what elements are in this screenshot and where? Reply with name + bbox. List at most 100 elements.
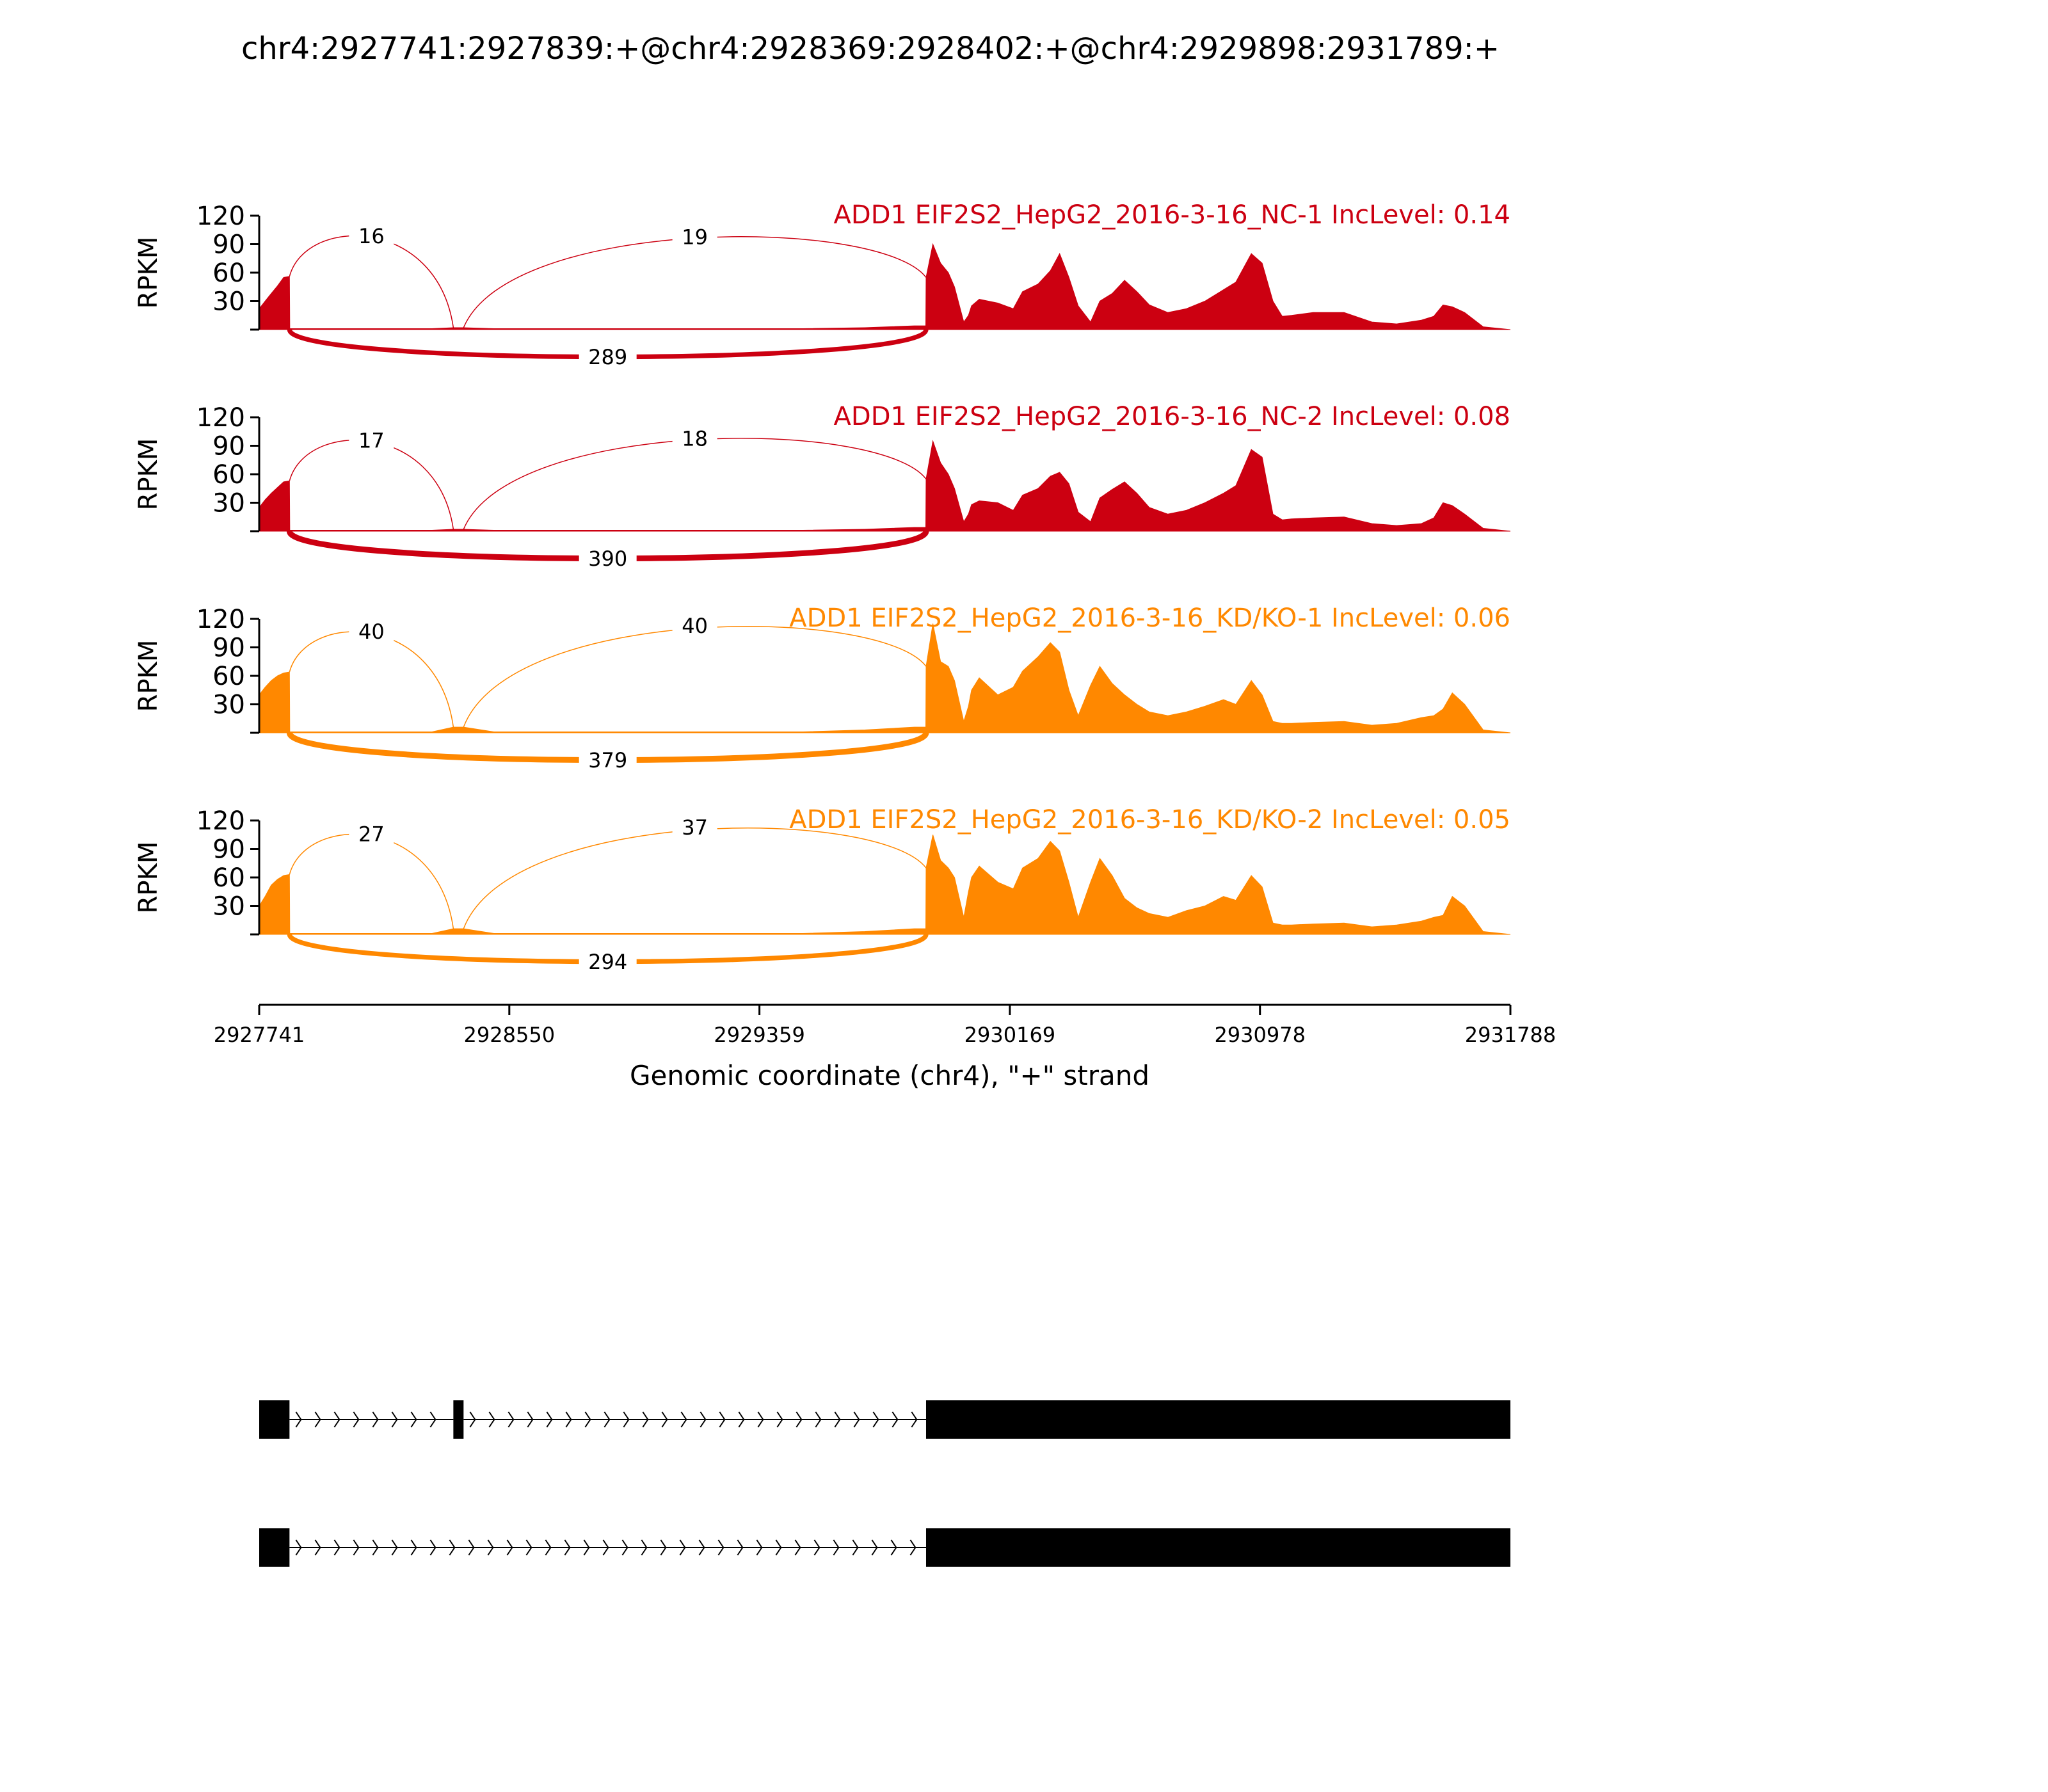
strand-arrow-icon — [429, 1411, 436, 1428]
exon-block — [259, 1528, 290, 1567]
sample-label: ADD1 EIF2S2_HepG2_2016-3-16_KD/KO-1 IncL… — [789, 604, 1510, 633]
strand-arrow-icon — [890, 1539, 897, 1556]
strand-arrow-icon — [700, 1411, 707, 1428]
strand-arrow-icon — [488, 1411, 495, 1428]
y-tick-label: 60 — [212, 863, 245, 893]
strand-arrow-icon — [583, 1539, 590, 1556]
junction-arc — [289, 631, 454, 728]
plot-title: chr4:2927741:2927839:+@chr4:2928369:2928… — [241, 31, 1500, 67]
exon-block — [259, 1400, 290, 1439]
junction-count: 289 — [588, 345, 627, 369]
junction-count: 37 — [682, 815, 708, 840]
y-tick-label: 30 — [212, 287, 245, 317]
y-tick-label: 60 — [212, 662, 245, 691]
x-tick-label: 2930978 — [1214, 1023, 1306, 1047]
strand-arrow-icon — [642, 1411, 649, 1428]
strand-arrow-icon — [410, 1539, 417, 1556]
junction-label-bg — [349, 622, 394, 646]
sample-label: ADD1 EIF2S2_HepG2_2016-3-16_NC-2 IncLeve… — [834, 402, 1510, 431]
strand-arrow-icon — [871, 1539, 878, 1556]
coverage-area — [259, 243, 1511, 330]
strand-arrow-icon — [833, 1539, 840, 1556]
strand-arrow-icon — [756, 1539, 763, 1556]
x-axis: 2927741 2928550 2929359 2930169 2930978 29317… — [214, 1004, 1556, 1047]
strand-arrow-icon — [641, 1539, 648, 1556]
junction-label-bg — [349, 431, 394, 454]
strand-arrow-icon — [661, 1411, 668, 1428]
strand-arrow-icon — [565, 1411, 572, 1428]
isoform-skipping — [259, 1528, 1510, 1567]
x-tick-label: 2927741 — [214, 1023, 305, 1047]
strand-arrow-icon — [776, 1411, 783, 1428]
strand-arrow-icon — [564, 1539, 571, 1556]
strand-arrow-icon — [469, 1411, 476, 1428]
strand-arrow-icon — [584, 1411, 591, 1428]
y-axis-label: RPKM — [134, 842, 163, 914]
junction-count: 294 — [588, 950, 627, 974]
strand-arrow-icon — [911, 1411, 918, 1428]
x-axis-label: Genomic coordinate (chr4), "+" strand — [630, 1060, 1149, 1091]
y-tick-label: 120 — [196, 202, 245, 231]
y-tick-label: 120 — [196, 806, 245, 836]
strand-arrow-icon — [527, 1411, 534, 1428]
isoform-inclusion — [259, 1400, 1510, 1439]
x-tick-label: 2929359 — [714, 1023, 805, 1047]
strand-arrow-icon — [872, 1411, 879, 1428]
junction-arc — [289, 235, 454, 328]
strand-arrow-icon — [314, 1539, 321, 1556]
strand-arrow-icon — [525, 1539, 532, 1556]
sample-label: ADD1 EIF2S2_HepG2_2016-3-16_KD/KO-2 IncL… — [789, 805, 1510, 835]
junction-label-bg — [349, 824, 394, 848]
strand-arrow-icon — [775, 1539, 782, 1556]
junction-label-bg — [579, 751, 637, 774]
strand-arrow-icon — [621, 1539, 628, 1556]
y-tick-label: 90 — [212, 432, 245, 461]
strand-arrow-icon — [410, 1411, 417, 1428]
strand-arrow-icon — [487, 1539, 494, 1556]
isoform-models — [259, 1400, 1510, 1567]
strand-arrow-icon — [602, 1539, 609, 1556]
strand-arrow-icon — [353, 1411, 360, 1428]
strand-arrow-icon — [546, 1411, 553, 1428]
strand-arrow-icon — [333, 1411, 340, 1428]
strand-arrow-icon — [545, 1539, 552, 1556]
strand-arrow-icon — [372, 1411, 379, 1428]
junction-count: 379 — [588, 748, 627, 772]
strand-arrow-icon — [391, 1539, 398, 1556]
junction-arc — [463, 626, 927, 728]
strand-arrow-icon — [372, 1539, 379, 1556]
y-tick-label: 90 — [212, 230, 245, 260]
strand-arrow-icon — [508, 1411, 515, 1428]
strand-arrow-icon — [353, 1539, 360, 1556]
junction-count: 40 — [358, 620, 385, 644]
strand-arrow-icon — [623, 1411, 630, 1428]
junction-label-bg — [672, 429, 717, 452]
junction-count: 40 — [682, 614, 708, 638]
strand-arrow-icon — [815, 1411, 822, 1428]
y-tick-label: 90 — [212, 634, 245, 663]
y-axis-label: RPKM — [134, 237, 163, 309]
coverage-area — [259, 623, 1511, 733]
strand-arrow-icon — [909, 1539, 916, 1556]
strand-arrow-icon — [698, 1539, 705, 1556]
strand-arrow-icon — [314, 1411, 321, 1428]
junction-label-bg — [579, 348, 637, 371]
strand-arrow-icon — [892, 1411, 899, 1428]
x-tick-label: 2928550 — [464, 1023, 556, 1047]
y-tick-label: 120 — [196, 403, 245, 433]
junction-arc — [289, 833, 454, 929]
y-axis-label: RPKM — [134, 438, 163, 511]
junction-count: 19 — [682, 225, 708, 249]
junction-count: 17 — [358, 428, 385, 452]
y-tick-label: 30 — [212, 691, 245, 720]
exon-block — [453, 1400, 464, 1439]
strand-arrow-icon — [796, 1411, 803, 1428]
junction-count: 18 — [682, 426, 708, 451]
strand-arrow-icon — [295, 1539, 302, 1556]
strand-arrow-icon — [449, 1539, 456, 1556]
strand-arrow-icon — [429, 1539, 436, 1556]
